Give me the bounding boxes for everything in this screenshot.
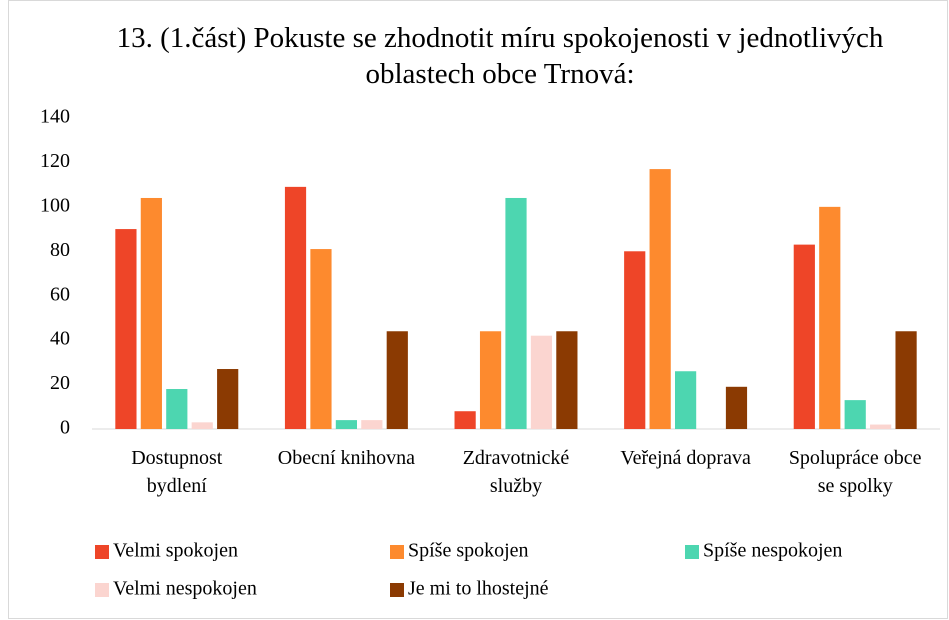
bar xyxy=(115,229,137,429)
legend-swatch xyxy=(95,583,109,597)
bar xyxy=(479,331,502,429)
legend-swatch xyxy=(390,583,404,597)
chart-title: 13. (1.část) Pokuste se zhodnotit míru s… xyxy=(116,22,884,90)
bar xyxy=(725,386,748,429)
y-tick-label: 40 xyxy=(50,328,70,350)
legend-swatch xyxy=(390,545,404,559)
bar xyxy=(310,249,332,429)
bar xyxy=(530,335,553,429)
legend-swatch xyxy=(685,545,699,559)
bar xyxy=(191,422,213,429)
x-tick-label: Veřejná doprava xyxy=(620,447,751,469)
legend-swatch xyxy=(95,545,109,559)
legend-label: Je mi to lhostejné xyxy=(408,578,549,600)
x-tick-label: Dostupnost bydlení xyxy=(131,447,223,497)
bar xyxy=(454,411,476,429)
bar xyxy=(140,197,162,429)
bar xyxy=(819,206,841,429)
bar xyxy=(361,420,383,429)
y-tick-label: 120 xyxy=(40,150,70,172)
bar xyxy=(649,169,671,430)
legend-label: Velmi nespokojen xyxy=(113,578,257,600)
y-tick-label: 60 xyxy=(50,283,70,305)
bar xyxy=(895,331,917,429)
x-tick-label: Zdravotnické služby xyxy=(462,447,570,497)
y-tick-label: 0 xyxy=(60,417,70,439)
legend-label: Velmi spokojen xyxy=(113,540,238,562)
y-tick-label: 20 xyxy=(50,372,70,394)
bar xyxy=(870,424,892,429)
legend-label: Spíše spokojen xyxy=(408,540,529,562)
bar xyxy=(505,197,527,429)
y-tick-label: 100 xyxy=(40,194,70,216)
bar xyxy=(844,400,866,429)
y-tick-label: 80 xyxy=(50,239,70,261)
bar xyxy=(624,251,646,429)
bar xyxy=(284,186,307,429)
bar xyxy=(166,389,188,429)
bar xyxy=(793,244,815,429)
bar xyxy=(556,331,578,429)
chart-border xyxy=(8,0,948,619)
bar xyxy=(386,331,408,429)
bar xyxy=(217,369,239,429)
x-tick-label: Obecní knihovna xyxy=(277,447,415,469)
bar xyxy=(675,371,697,429)
y-tick-label: 140 xyxy=(40,106,70,128)
legend-label: Spíše nespokojen xyxy=(703,540,842,562)
x-tick-label: Spolupráce obce se spolky xyxy=(788,447,922,497)
bar xyxy=(335,420,357,429)
